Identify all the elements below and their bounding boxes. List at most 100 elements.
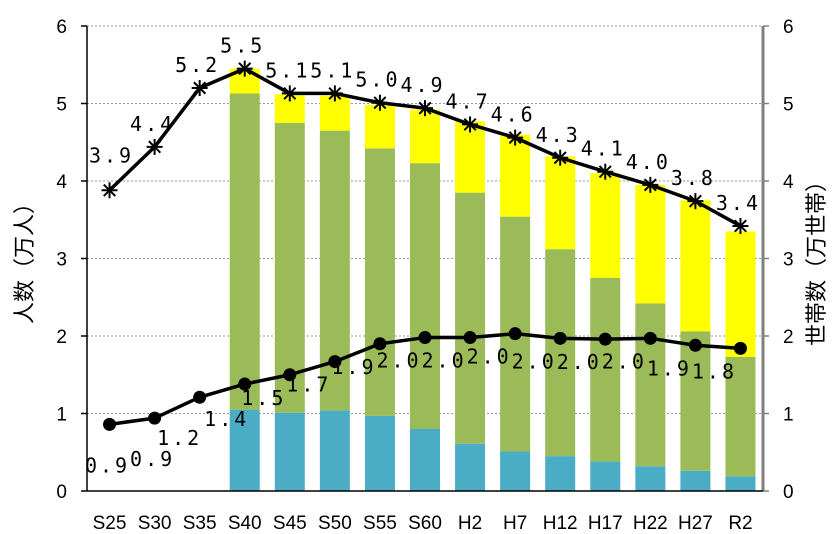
asterisk-stroke [733, 219, 747, 233]
asterisk-stroke [553, 151, 567, 165]
asterisk-stroke [643, 178, 657, 192]
population-point [552, 149, 569, 166]
population-point [507, 129, 524, 146]
bar-segment [410, 109, 440, 164]
asterisk-stroke [418, 101, 432, 115]
y-left-tick-label: 3 [56, 250, 67, 271]
population-point [101, 182, 118, 199]
bar-segment [725, 231, 756, 357]
bar-segment [590, 461, 621, 491]
bar-segment [500, 451, 531, 491]
y-right-tick-label: 3 [783, 250, 794, 271]
population-data-label: 5.1 [265, 58, 310, 82]
population-data-label: 4.7 [446, 89, 491, 113]
bar-segment [635, 184, 666, 304]
bar-segment [319, 410, 350, 491]
asterisk-stroke [148, 140, 162, 154]
bar-segment [455, 443, 486, 491]
household-data-label: 2.0 [557, 350, 602, 374]
asterisk-stroke [103, 183, 117, 197]
asterisk-stroke [463, 117, 477, 131]
bar-segment [229, 409, 260, 491]
x-tick-label: R2 [728, 513, 752, 534]
household-point [103, 417, 117, 431]
y-left-tick-label: 0 [56, 482, 67, 503]
bar-segment [680, 200, 711, 332]
x-tick-label: S50 [318, 513, 352, 534]
bar-segment [635, 303, 666, 467]
y-left-tick-label: 4 [56, 172, 67, 193]
bar-segment [680, 470, 711, 491]
bar-segment [274, 412, 305, 491]
population-point [462, 116, 479, 133]
y-left-tick-label: 1 [56, 405, 67, 426]
asterisk-stroke [508, 131, 522, 145]
household-point [373, 337, 387, 351]
x-tick-label: S55 [363, 513, 397, 534]
x-tick-label: H7 [503, 513, 527, 534]
x-tick-label: H2 [458, 513, 482, 534]
y-right-tick-label: 1 [783, 405, 794, 426]
axis-titles: 人数（万人） 世帯数（万世帯） [13, 170, 830, 346]
bar-segment [500, 134, 531, 217]
x-tick-label: H27 [678, 513, 713, 534]
y-right-tick-label: 4 [783, 172, 794, 193]
bar-segment [410, 429, 440, 491]
household-data-label: 1.5 [241, 386, 286, 410]
population-point [281, 85, 298, 102]
x-tick-label: S35 [183, 513, 217, 534]
bar-segment [725, 476, 756, 491]
household-point [688, 338, 702, 352]
household-point [463, 331, 477, 345]
household-point [508, 327, 522, 341]
population-data-label: 5.1 [310, 58, 355, 82]
asterisk-stroke [373, 96, 387, 110]
x-tick-label: S40 [228, 513, 262, 534]
household-data-label: 2.0 [602, 349, 647, 373]
bar-segment [725, 356, 756, 477]
population-point [687, 193, 704, 210]
household-data-label: 1.9 [331, 355, 376, 379]
axes [81, 25, 769, 492]
bar-segment [545, 156, 576, 250]
household-data-label: 1.9 [647, 356, 692, 380]
y-right-tick-label: 2 [783, 327, 794, 348]
population-data-label: 4.9 [400, 73, 445, 97]
population-point [326, 85, 343, 102]
population-point [732, 217, 749, 234]
asterisk-stroke [238, 62, 252, 76]
population-data-label: 3.8 [671, 166, 716, 190]
household-point [418, 331, 432, 345]
household-point [283, 368, 297, 382]
household-data-label: 1.2 [157, 426, 202, 450]
bar-segment [319, 95, 350, 131]
population-data-label: 4.4 [130, 112, 175, 136]
population-data-label: 4.3 [536, 123, 581, 147]
y-left-axis-title: 人数（万人） [13, 192, 38, 324]
bar-segment [545, 249, 576, 457]
household-data-label: 1.4 [204, 407, 249, 431]
bar-segment [364, 148, 395, 416]
household-data-label: 2.0 [376, 349, 421, 373]
bar-segment [545, 456, 576, 491]
household-point [643, 331, 657, 345]
line-series [101, 60, 749, 431]
y-right-axis-title: 世帯数（万世帯） [805, 170, 830, 346]
population-data-label: 5.0 [355, 68, 400, 92]
bar-segment [455, 121, 486, 193]
bar-segment [410, 163, 440, 430]
population-data-label: 5.5 [220, 34, 265, 58]
household-point [598, 332, 612, 346]
household-point [733, 341, 747, 355]
y-right-tick-label: 6 [783, 17, 794, 38]
household-data-label: 0.9 [130, 447, 175, 471]
population-point [597, 163, 614, 180]
population-data-label: 3.4 [716, 191, 761, 215]
data-labels: 3.94.45.25.55.1 5.1 5.0 4.94.74.64.34.14.03… [85, 34, 761, 478]
y-left-tick-label: 6 [56, 17, 67, 38]
household-data-label: 2.0 [512, 349, 557, 373]
household-point [553, 331, 567, 345]
bar-segment [274, 122, 305, 413]
bar-segment [635, 466, 666, 491]
